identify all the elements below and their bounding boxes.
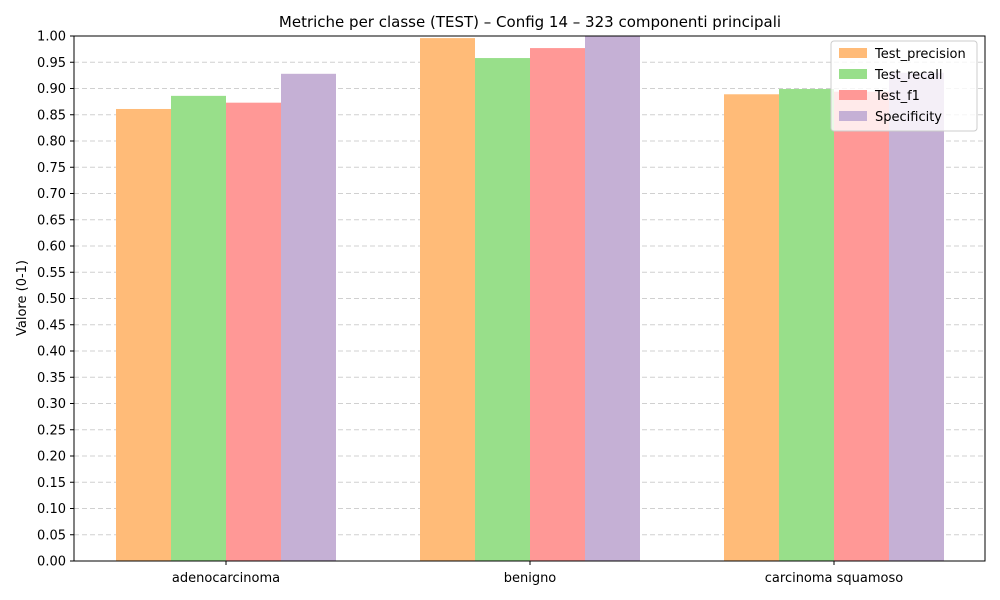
chart-title: Metriche per classe (TEST) – Config 14 –… (279, 13, 781, 31)
y-tick-label: 0.75 (37, 161, 66, 176)
y-tick-label: 0.65 (37, 213, 66, 228)
legend-swatch (839, 111, 867, 121)
y-axis-label: Valore (0-1) (15, 260, 30, 336)
bar-specificity-1 (281, 73, 336, 562)
y-tick-label: 0.40 (37, 345, 66, 360)
y-tick-label: 0.95 (37, 56, 66, 71)
legend-label: Test_precision (874, 47, 966, 62)
y-tick-label: 0.05 (37, 528, 66, 543)
bar-specificity-2 (585, 36, 640, 561)
legend-label: Specificity (875, 110, 942, 125)
y-tick-label: 0.25 (37, 423, 66, 438)
legend: Test_precision Test_recall Test_f1 Specific… (830, 40, 978, 132)
y-tick-label: 0.30 (37, 397, 66, 412)
axes: 0.00 0.05 0.10 0.15 0.20 0.25 0.30 0.35 0.40 0.45… (37, 30, 986, 586)
bars (116, 36, 944, 562)
bar-test-f1-1 (226, 102, 281, 562)
bar-test-recall-2 (475, 58, 530, 562)
plot-frame (73, 35, 986, 562)
legend-box (830, 40, 978, 132)
y-tick-label: 0.10 (37, 502, 66, 517)
y-tick-label: 0.60 (37, 240, 66, 255)
bar-test-f1-2 (530, 48, 585, 561)
y-tick-label: 0.35 (37, 371, 66, 386)
legend-swatch (839, 48, 867, 58)
legend-label: Test_recall (874, 68, 943, 83)
x-tick-label: adenocarcinoma (172, 571, 280, 586)
bar-test-recall-3 (779, 89, 834, 562)
bar-test-precision-3 (724, 94, 779, 562)
y-tick-label: 1.00 (37, 30, 66, 45)
y-tick-label: 0.85 (37, 108, 66, 123)
legend-swatch (839, 69, 867, 79)
bar-test-precision-2 (420, 38, 475, 562)
x-tick-label: benigno (504, 571, 557, 586)
bar-test-f1-3 (834, 91, 889, 562)
bar-test-recall-1 (171, 95, 226, 561)
y-tick-label: 0.80 (37, 135, 66, 150)
y-tick-label: 0.15 (37, 476, 66, 491)
y-tick-label: 0.90 (37, 82, 66, 97)
y-tick-label: 0.50 (37, 292, 66, 307)
y-tick-label: 0.45 (37, 318, 66, 333)
x-tick-label: carcinoma squamoso (765, 571, 904, 586)
y-tick-label: 0.70 (37, 187, 66, 202)
y-tick-label: 0.55 (37, 266, 66, 281)
y-tick-label: 0.20 (37, 450, 66, 465)
legend-label: Test_f1 (874, 89, 920, 104)
legend-swatch (839, 90, 867, 100)
y-tick-label: 0.00 (37, 555, 66, 570)
bar-specificity-3 (889, 72, 944, 561)
bar-test-precision-1 (116, 108, 171, 561)
